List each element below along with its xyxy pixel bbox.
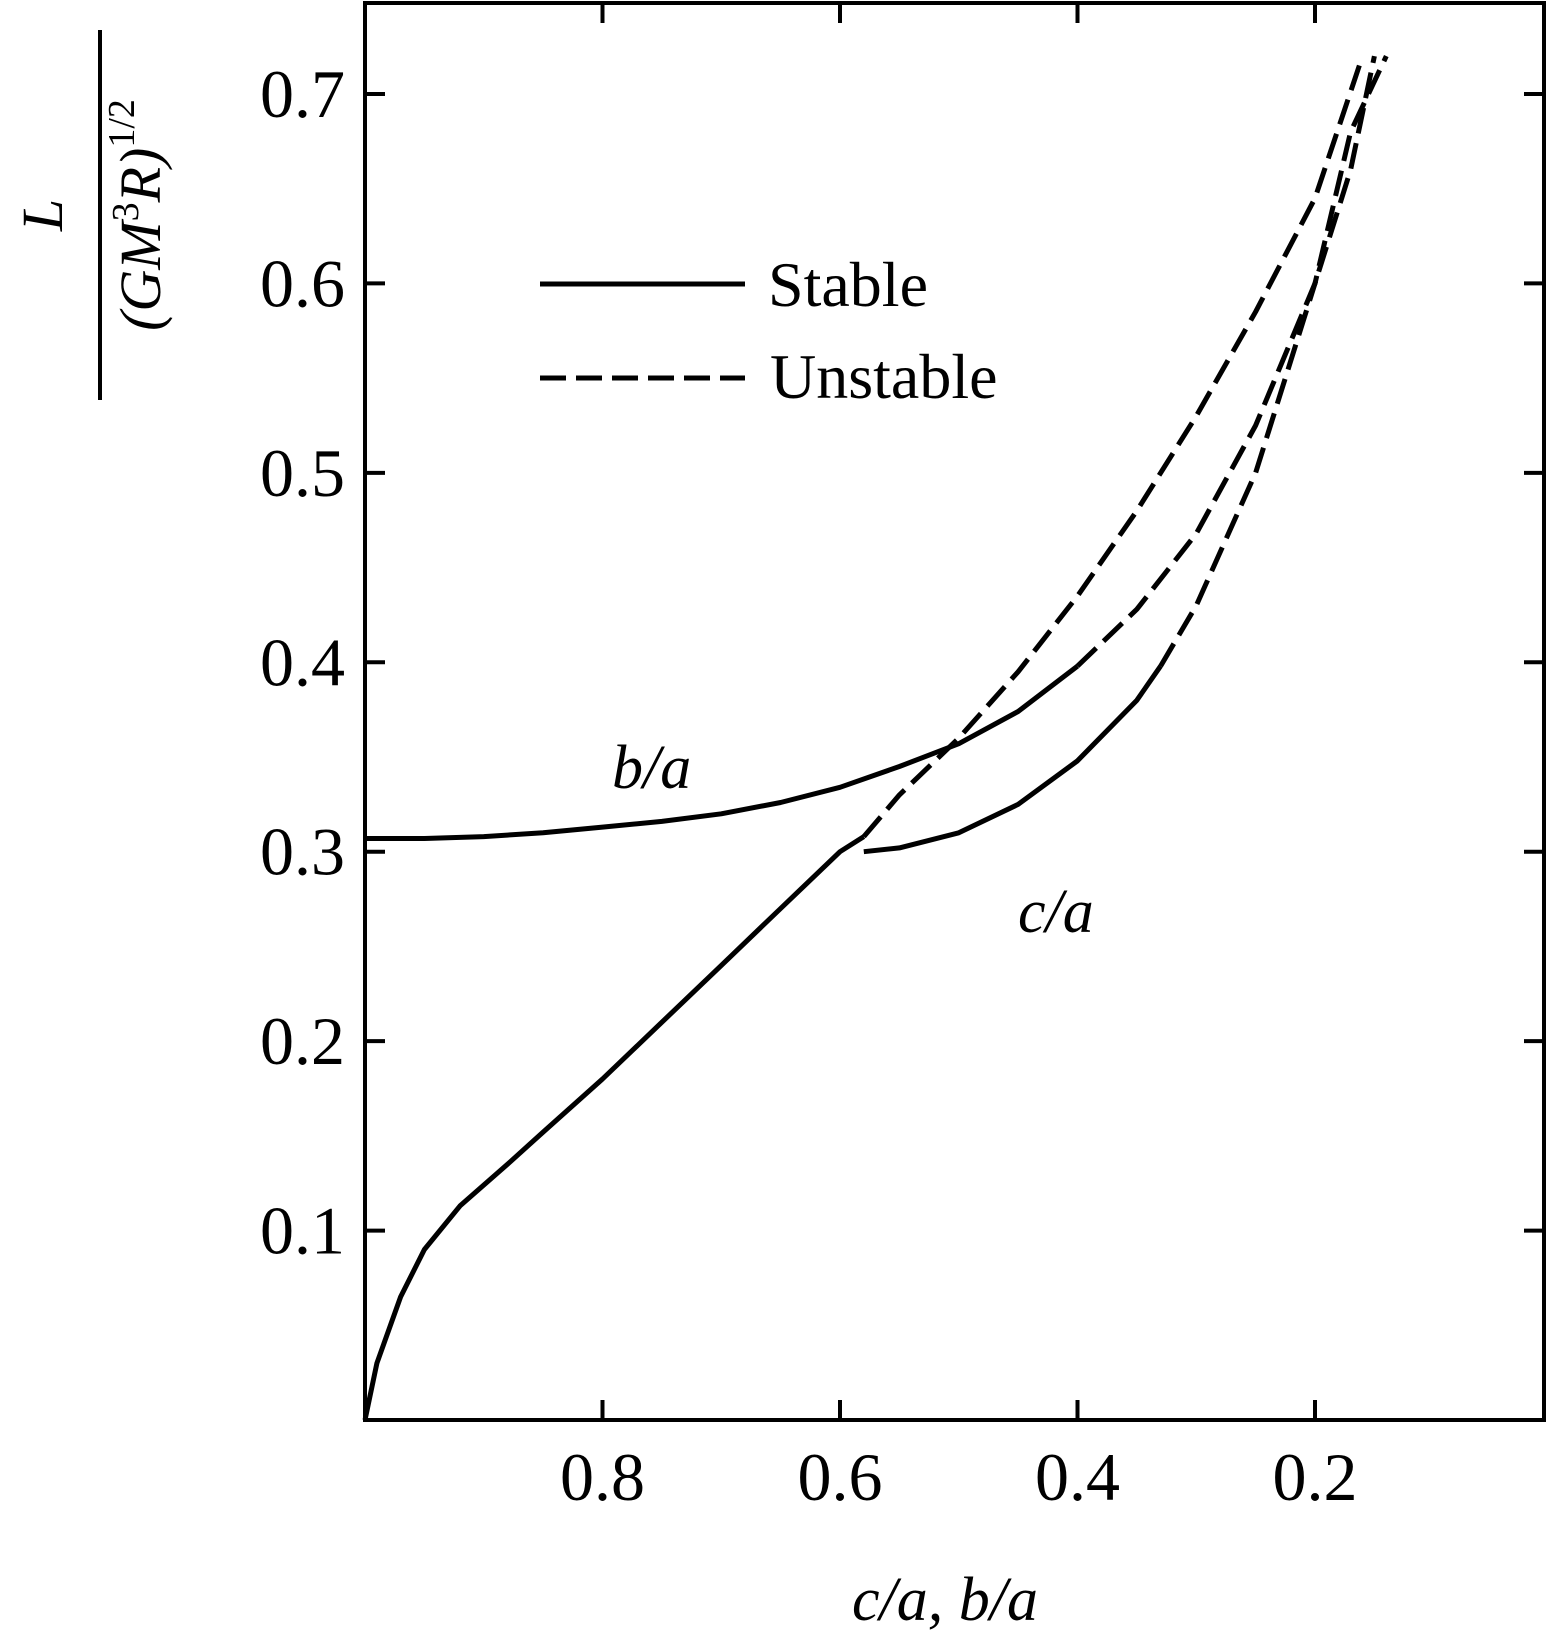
y-tick-label: 0.4 — [260, 624, 345, 700]
y-tick-label: 0.2 — [260, 1003, 345, 1079]
y-axis-label-denominator: (GM3R)1/2 — [101, 99, 173, 331]
x-tick-label: 0.8 — [560, 1439, 645, 1515]
series-c-over-a-dashed-5 — [1158, 55, 1389, 668]
y-axis-label-denominator-sup: 3 — [105, 202, 147, 221]
x-tick-label: 0.2 — [1273, 1439, 1358, 1515]
y-axis-label: L (GM3R)1/2 — [10, 30, 173, 400]
y-tick-label: 0.6 — [260, 245, 345, 321]
ticks-layer: 0.8 0.6 0.4 0.2 0.1 0.2 0.3 0.4 0.5 0.6 0.7 — [260, 3, 1544, 1515]
y-tick-label: 0.5 — [260, 435, 345, 511]
x-tick-label: 0.4 — [1035, 1439, 1120, 1515]
x-tick-label: 0.6 — [798, 1439, 883, 1515]
legend-unstable-label: Unstable — [770, 341, 998, 412]
curves-layer — [362, 55, 1389, 1421]
legend: Stable Unstable — [540, 249, 998, 412]
y-axis-label-numerator: L — [10, 199, 75, 232]
y-tick-label: 0.7 — [260, 56, 345, 132]
y-axis-label-denominator-rest: R) — [108, 148, 173, 204]
plot-frame — [363, 1, 1546, 1422]
y-tick-label: 0.1 — [260, 1193, 345, 1269]
series-c-over-a-solid-4 — [863, 664, 1163, 855]
series-c-over-a-dashed-3 — [861, 55, 1365, 839]
y-axis-label-denominator-text: (GM — [108, 219, 173, 331]
legend-stable-label: Stable — [768, 249, 928, 320]
y-tick-label: 0.3 — [260, 814, 345, 890]
curve-label-b-over-a: b/a — [612, 734, 691, 802]
series-b-over-a-solid-0 — [365, 664, 1080, 841]
x-axis-label: c/a, b/a — [852, 1566, 1038, 1631]
y-axis-label-denominator-exp: 1/2 — [101, 99, 143, 148]
curve-label-c-over-a: c/a — [1018, 878, 1094, 946]
series-c-over-a-solid-2 — [362, 834, 866, 1421]
series-b-over-a-dashed-1 — [1075, 55, 1377, 668]
